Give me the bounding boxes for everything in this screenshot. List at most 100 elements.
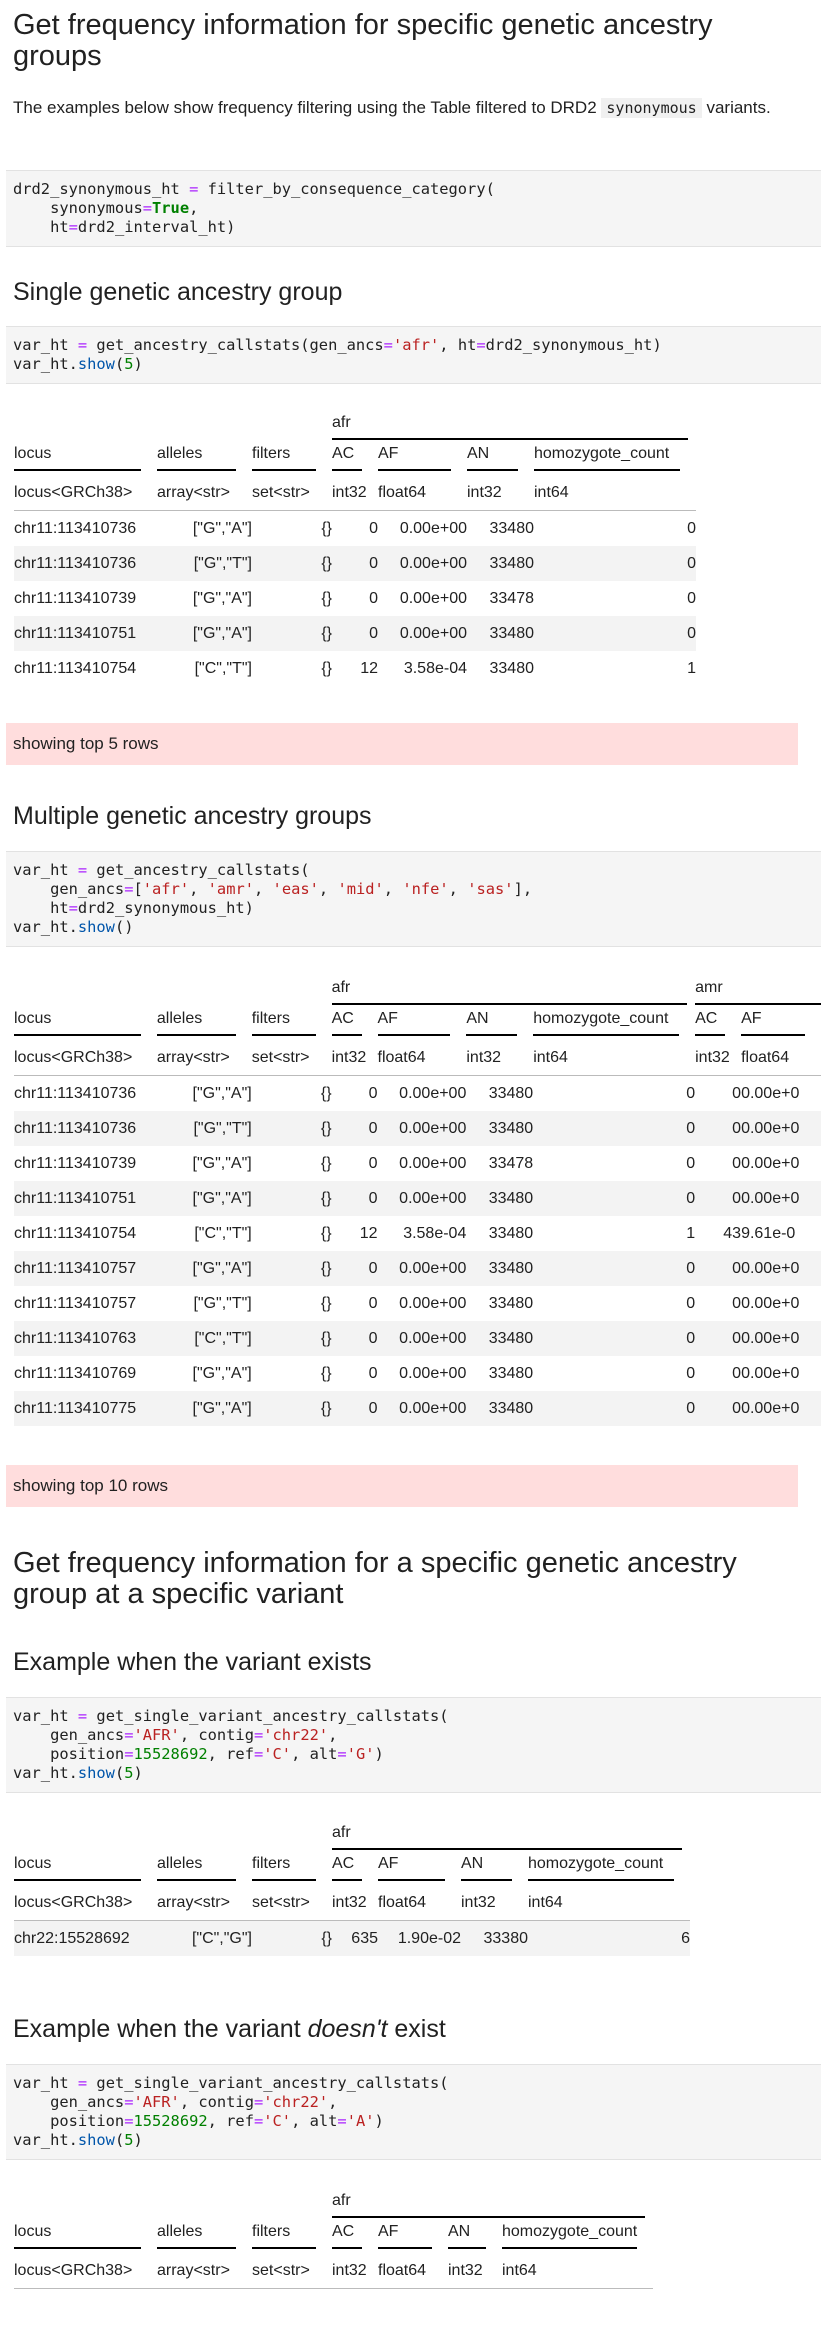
section-title-multiple: Multiple genetic ancestry groups <box>13 802 372 830</box>
cell-alleles: ["G","A"] <box>192 589 252 607</box>
cell-homozygote-count: 1 <box>687 659 696 677</box>
table-multiple-viewport[interactable]: afr amr locus alleles filters AC AF AN h… <box>0 965 821 1455</box>
column-header: AC <box>332 1855 362 1881</box>
cell-filters: {} <box>252 546 332 581</box>
column-type: set<str> <box>251 1040 332 1076</box>
table-types-row: locus<GRCh38> array<str> set<str> int32 … <box>14 475 696 511</box>
column-header: homozygote_count <box>534 445 680 471</box>
column-header: homozygote_count <box>533 1010 680 1036</box>
cell-af: 3.58e-04 <box>403 1224 467 1242</box>
code-block-multiple[interactable]: var_ht = get_ancestry_callstats( gen_anc… <box>6 851 821 947</box>
cell-af: 0.00e+00 <box>378 546 467 581</box>
cell-homozygote-count: 0 <box>533 1181 696 1216</box>
cell-an: 33478 <box>488 1154 534 1172</box>
cell-af: 0.00e+00 <box>377 1111 467 1146</box>
section-title-variant-not-exists: Example when the variant doesn't exist <box>13 2014 446 2044</box>
group-label-amr: amr <box>695 979 821 1005</box>
cell-ac: 0 <box>732 1084 742 1102</box>
code-block-filter[interactable]: drd2_synonymous_ht = filter_by_consequen… <box>6 170 821 247</box>
table-types-row: locus<GRCh38> array<str> set<str> int32 … <box>14 2253 654 2289</box>
column-type: int32 <box>332 1885 378 1921</box>
intro-paragraph: The examples below show frequency filter… <box>13 94 793 122</box>
code-block-variant-exists[interactable]: var_ht = get_single_variant_ancestry_cal… <box>6 1697 821 1793</box>
title-text: exist <box>387 2015 446 2043</box>
cell-filters: {} <box>320 1364 332 1382</box>
column-type: float64 <box>741 1040 821 1076</box>
table-row: chr11:113410775 ["G","A"]{} 0 0.00e+00 33480… <box>14 1391 821 1426</box>
code-block-variant-not-exists[interactable]: var_ht = get_single_variant_ancestry_cal… <box>6 2064 821 2160</box>
cell-af: 1.90e-02 <box>378 1920 461 1956</box>
cell-an: 33480 <box>466 1181 534 1216</box>
cell-ac: 0 <box>332 546 378 581</box>
column-type: locus<GRCh38> <box>14 2253 157 2289</box>
cell-homozygote-count: 0 <box>687 519 696 537</box>
code-block-single[interactable]: var_ht = get_ancestry_callstats(gen_ancs… <box>6 326 821 384</box>
column-header: AN <box>466 1010 518 1036</box>
column-type: locus<GRCh38> <box>14 1885 157 1921</box>
column-header: AF <box>378 1855 445 1881</box>
table-row: chr11:113410739 ["G","A"]{} 0 0.00e+00 33478… <box>14 1146 821 1181</box>
column-header: AC <box>332 445 362 471</box>
cell-locus: chr11:113410739 <box>14 589 137 607</box>
cell-filters: {} <box>251 1111 332 1146</box>
cell-an: 33380 <box>461 1920 528 1956</box>
cell-an: 33480 <box>488 1224 534 1242</box>
cell-af: 0.00e+00 <box>377 1181 467 1216</box>
column-type: int32 <box>467 475 534 511</box>
column-type: int32 <box>331 1040 378 1076</box>
column-header: alleles <box>157 445 236 471</box>
cell-af: 0.00e+00 <box>399 519 467 537</box>
cell-alleles: ["C","T"] <box>156 1321 252 1356</box>
cell-homozygote-count: 0 <box>686 1364 696 1382</box>
table-row: chr22:15528692 ["C","G"]{} 635 1.90e-02 3338… <box>14 1920 690 1956</box>
column-type: int32 <box>332 2253 378 2289</box>
cell-alleles: ["C","G"] <box>157 1920 252 1956</box>
cell-af: 0.00e+00 <box>399 1154 467 1172</box>
column-header: filters <box>252 2223 316 2249</box>
cell-af: 0.00e+00 <box>399 589 467 607</box>
column-header: alleles <box>156 1010 236 1036</box>
cell-filters: {} <box>251 1321 332 1356</box>
column-type: locus<GRCh38> <box>14 1040 157 1076</box>
cell-af: 0.00e+00 <box>377 1321 467 1356</box>
column-type: set<str> <box>252 475 332 511</box>
cell-ac: 12 <box>360 659 378 677</box>
table-types-row: locus<GRCh38> array<str> set<str> int32 … <box>14 1040 821 1076</box>
cell-an: 33480 <box>489 519 535 537</box>
title-text: Example when the variant <box>13 2015 308 2043</box>
cell-homozygote-count: 1 <box>686 1224 696 1242</box>
column-type: float64 <box>377 1040 467 1076</box>
cell-an: 33480 <box>488 1364 534 1382</box>
cell-ac: 0 <box>368 1154 378 1172</box>
table-variant-not-exists: afr locus alleles filters AC AF AN homoz… <box>14 2178 654 2289</box>
table-group-row: afr <box>14 400 696 440</box>
cell-filters: {} <box>252 616 332 651</box>
cell-locus: chr11:113410736 <box>14 519 137 537</box>
section-title-variant-exists: Example when the variant exists <box>13 1648 372 1676</box>
column-header: alleles <box>157 2223 236 2249</box>
column-type: array<str> <box>157 2253 252 2289</box>
cell-alleles: ["G","T"] <box>156 1111 252 1146</box>
column-type: locus<GRCh38> <box>14 475 157 511</box>
cell-an: 33480 <box>466 1391 534 1426</box>
cell-af: 0.00e+00 <box>399 1364 467 1382</box>
cell-alleles: ["C","T"] <box>194 1224 252 1242</box>
cell-filters: {} <box>321 519 332 537</box>
cell-af: 0.00e+0 <box>741 1364 800 1382</box>
cell-alleles: ["G","A"] <box>192 1364 252 1382</box>
title-emphasis: doesn't <box>307 2015 388 2043</box>
cell-locus: chr11:113410754 <box>14 1224 137 1242</box>
column-header: AF <box>377 1010 451 1036</box>
table-row: chr11:113410757 ["G","T"]{} 0 0.00e+00 33480… <box>14 1286 821 1321</box>
column-type: set<str> <box>252 1885 332 1921</box>
cell-locus: chr11:113410775 <box>14 1391 157 1426</box>
cell-ac: 0 <box>695 1321 742 1356</box>
column-type: int64 <box>533 1040 696 1076</box>
cell-af: 0.00e+00 <box>399 1294 467 1312</box>
column-type: int32 <box>695 1040 742 1076</box>
column-header: locus <box>14 2223 141 2249</box>
table-row: chr11:113410754 ["C","T"] {} 12 3.58e-04 3348… <box>14 651 696 686</box>
cell-homozygote-count: 0 <box>533 1251 696 1286</box>
table-row: chr11:113410736 ["G","A"] {} 0 0.00e+00 33480… <box>14 511 696 547</box>
cell-ac: 0 <box>695 1391 742 1426</box>
